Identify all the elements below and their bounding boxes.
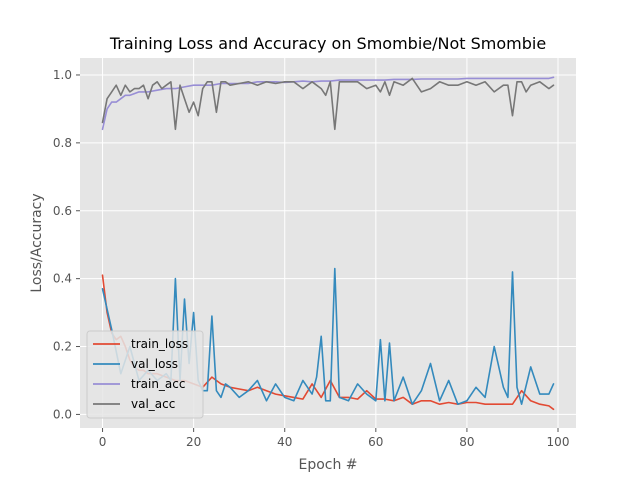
y-tick-label: 1.0 (53, 68, 72, 82)
x-tick-label: 80 (459, 435, 474, 449)
legend-label: train_loss (131, 337, 188, 351)
y-tick-label: 0.4 (53, 272, 72, 286)
legend-box (86, 330, 204, 419)
y-tick-label: 0.8 (53, 136, 72, 150)
y-axis-label: Loss/Accuracy (29, 193, 45, 292)
legend: train_loss val_loss train_acc val_acc (86, 330, 204, 419)
y-tick-label: 0.2 (53, 340, 72, 354)
series-line-val-loss (101, 267, 555, 406)
x-tick-label: 20 (186, 435, 201, 449)
series-line-train-acc (101, 76, 555, 131)
x-tick-label: 60 (368, 435, 383, 449)
x-tick-label: 40 (277, 435, 292, 449)
y-tick-label: 0.0 (53, 407, 72, 421)
legend-label: val_acc (131, 397, 175, 411)
x-axis-label: Epoch # (298, 457, 357, 473)
legend-label: val_loss (131, 357, 178, 371)
x-tick-label: 100 (547, 435, 570, 449)
y-tick-label: 0.6 (53, 204, 72, 218)
series-line-val-acc (101, 77, 555, 131)
chart-title: Training Loss and Accuracy on Smombie/No… (109, 34, 546, 53)
x-tick-label: 0 (99, 435, 107, 449)
legend-label: train_acc (131, 377, 185, 391)
ticks: 0 20 40 60 80 100 0.0 0.2 0.4 0.6 0.8 1.0 (53, 68, 570, 449)
